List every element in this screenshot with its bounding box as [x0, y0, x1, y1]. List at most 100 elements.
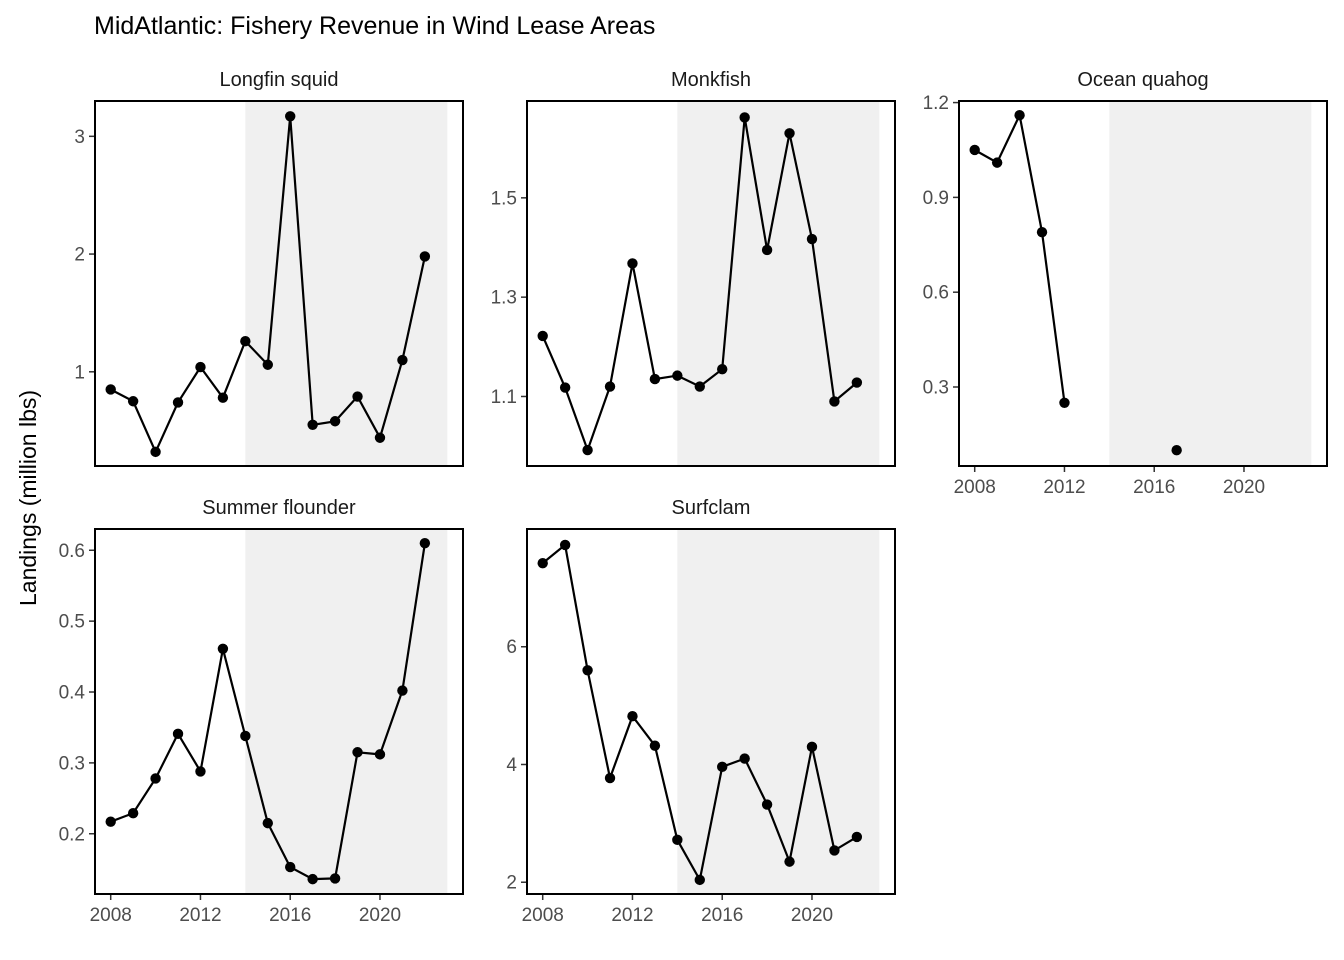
- x-tick-label: 2008: [954, 477, 996, 498]
- data-point-longfin-squid-2022: [419, 251, 431, 262]
- y-tick-label: 3: [74, 127, 85, 148]
- data-point-longfin-squid-2014: [240, 335, 251, 347]
- data-point-summer-flounder-2022: [419, 537, 431, 549]
- data-point-summer-flounder-2016: [285, 861, 296, 873]
- data-point-monkfish-2019: [784, 128, 795, 139]
- data-point-surfclam-2017: [739, 753, 750, 764]
- y-tick-label: 4: [506, 755, 517, 776]
- shaded-region-monkfish: [677, 102, 880, 465]
- data-point-longfin-squid-2017: [307, 419, 318, 430]
- y-tick-label: 0.4: [59, 683, 86, 704]
- data-point-ocean-quahog-2011: [1036, 226, 1048, 238]
- x-tick-label: 2016: [1133, 477, 1175, 498]
- panel-summer-flounder: Summer flounder 0.2 0.3 0.4 0.5 0.6 2008 2012 20…: [59, 497, 464, 926]
- data-point-longfin-squid-2020: [374, 432, 386, 443]
- data-point-longfin-squid-2009: [127, 396, 139, 407]
- panel-ocean-quahog: Ocean quahog 0.3 0.6 0.9 1.2 2008 2012 2016 2020: [923, 69, 1328, 498]
- data-point-monkfish-2016: [717, 363, 728, 375]
- data-point-surfclam-2010: [582, 665, 593, 676]
- x-tick-label: 2012: [611, 905, 653, 926]
- panel-border-surfclam: [526, 528, 896, 895]
- shaded-region-ocean-quahog: [1109, 102, 1312, 465]
- data-point-monkfish-2013: [649, 373, 661, 385]
- data-point-summer-flounder-2019: [352, 747, 363, 758]
- data-point-longfin-squid-2011: [172, 397, 184, 408]
- y-tick-label: 0.5: [59, 612, 85, 633]
- data-point-surfclam-2009: [559, 539, 571, 551]
- y-axis-label: Landings (million lbs): [15, 390, 41, 606]
- data-point-summer-flounder-2010: [150, 773, 161, 784]
- data-point-monkfish-2008: [537, 330, 548, 342]
- data-point-summer-flounder-2017: [307, 873, 318, 885]
- shaded-region-longfin-squid: [245, 102, 448, 465]
- y-tick-label: 0.6: [59, 541, 85, 562]
- data-point-surfclam-2008: [537, 557, 548, 569]
- data-point-summer-flounder-2012: [195, 766, 206, 777]
- data-point-monkfish-2014: [672, 370, 683, 381]
- shaded-region-summer-flounder: [245, 530, 448, 893]
- panel-longfin-squid: Longfin squid 1 2 3: [74, 69, 464, 467]
- data-point-monkfish-2010: [582, 444, 593, 456]
- panel-title-ocean-quahog: Ocean quahog: [1077, 69, 1208, 91]
- x-tick-label: 2012: [179, 905, 221, 926]
- data-point-monkfish-2009: [559, 382, 571, 393]
- data-point-surfclam-2013: [649, 740, 661, 751]
- data-point-summer-flounder-2015: [262, 817, 273, 829]
- panel-title-monkfish: Monkfish: [671, 69, 751, 91]
- data-point-ocean-quahog-2009: [991, 157, 1003, 168]
- data-point-monkfish-2021: [829, 396, 840, 407]
- data-point-summer-flounder-2014: [240, 730, 251, 742]
- data-point-summer-flounder-2020: [374, 749, 386, 760]
- y-tick-label: 2: [74, 245, 85, 266]
- x-tick-label: 2008: [522, 905, 564, 926]
- panel-title-summer-flounder: Summer flounder: [202, 497, 356, 519]
- data-point-summer-flounder-2008: [105, 816, 116, 827]
- y-tick-label: 1: [74, 362, 85, 383]
- data-point-monkfish-2011: [604, 381, 616, 392]
- data-point-surfclam-2022: [851, 831, 863, 843]
- data-point-longfin-squid-2018: [329, 416, 341, 427]
- y-tick-label: 0.2: [59, 824, 85, 845]
- data-point-surfclam-2018: [761, 799, 773, 810]
- y-tick-label: 1.2: [923, 93, 949, 114]
- data-point-longfin-squid-2015: [262, 359, 273, 370]
- panel-monkfish: Monkfish 1.1 1.3 1.5: [491, 69, 896, 467]
- data-point-monkfish-2018: [761, 244, 773, 256]
- data-point-surfclam-2011: [604, 772, 616, 784]
- data-point-surfclam-2015: [694, 874, 705, 886]
- y-tick-label: 0.3: [923, 377, 949, 398]
- data-point-summer-flounder-2021: [397, 685, 408, 696]
- facet-panels: Longfin squid 1 2 3 Monkfish 1.1 1.3 1.5 Ocean q…: [59, 69, 1328, 926]
- data-point-monkfish-2012: [627, 258, 638, 269]
- panel-title-longfin-squid: Longfin squid: [220, 69, 339, 91]
- data-point-ocean-quahog-2012: [1059, 397, 1070, 408]
- y-tick-label: 1.5: [491, 188, 517, 209]
- y-tick-label: 1.1: [491, 387, 517, 408]
- data-point-monkfish-2017: [739, 112, 750, 123]
- y-tick-label: 1.3: [491, 288, 517, 309]
- data-point-monkfish-2015: [694, 381, 705, 392]
- y-tick-label: 0.6: [923, 283, 949, 304]
- data-point-surfclam-2021: [829, 845, 840, 856]
- x-tick-label: 2012: [1043, 477, 1085, 498]
- data-point-summer-flounder-2011: [172, 728, 184, 740]
- chart-title: MidAtlantic: Fishery Revenue in Wind Lea…: [94, 12, 655, 40]
- data-point-ocean-quahog-2010: [1014, 110, 1025, 121]
- x-tick-label: 2008: [90, 905, 132, 926]
- y-tick-label: 6: [506, 637, 517, 658]
- data-point-monkfish-2022: [851, 377, 863, 388]
- data-point-longfin-squid-2013: [217, 392, 229, 403]
- data-point-longfin-squid-2016: [285, 111, 296, 122]
- data-point-longfin-squid-2012: [195, 361, 206, 373]
- data-point-surfclam-2016: [717, 761, 728, 773]
- panel-border-monkfish: [526, 100, 896, 467]
- x-tick-label: 2016: [701, 905, 743, 926]
- data-point-ocean-quahog-2008: [969, 144, 980, 156]
- panel-border-longfin-squid: [94, 100, 464, 467]
- data-point-surfclam-2020: [806, 741, 818, 753]
- panel-border-summer-flounder: [94, 528, 464, 895]
- panel-title-surfclam: Surfclam: [672, 497, 751, 519]
- x-tick-label: 2020: [359, 905, 401, 926]
- data-point-longfin-squid-2021: [397, 354, 408, 366]
